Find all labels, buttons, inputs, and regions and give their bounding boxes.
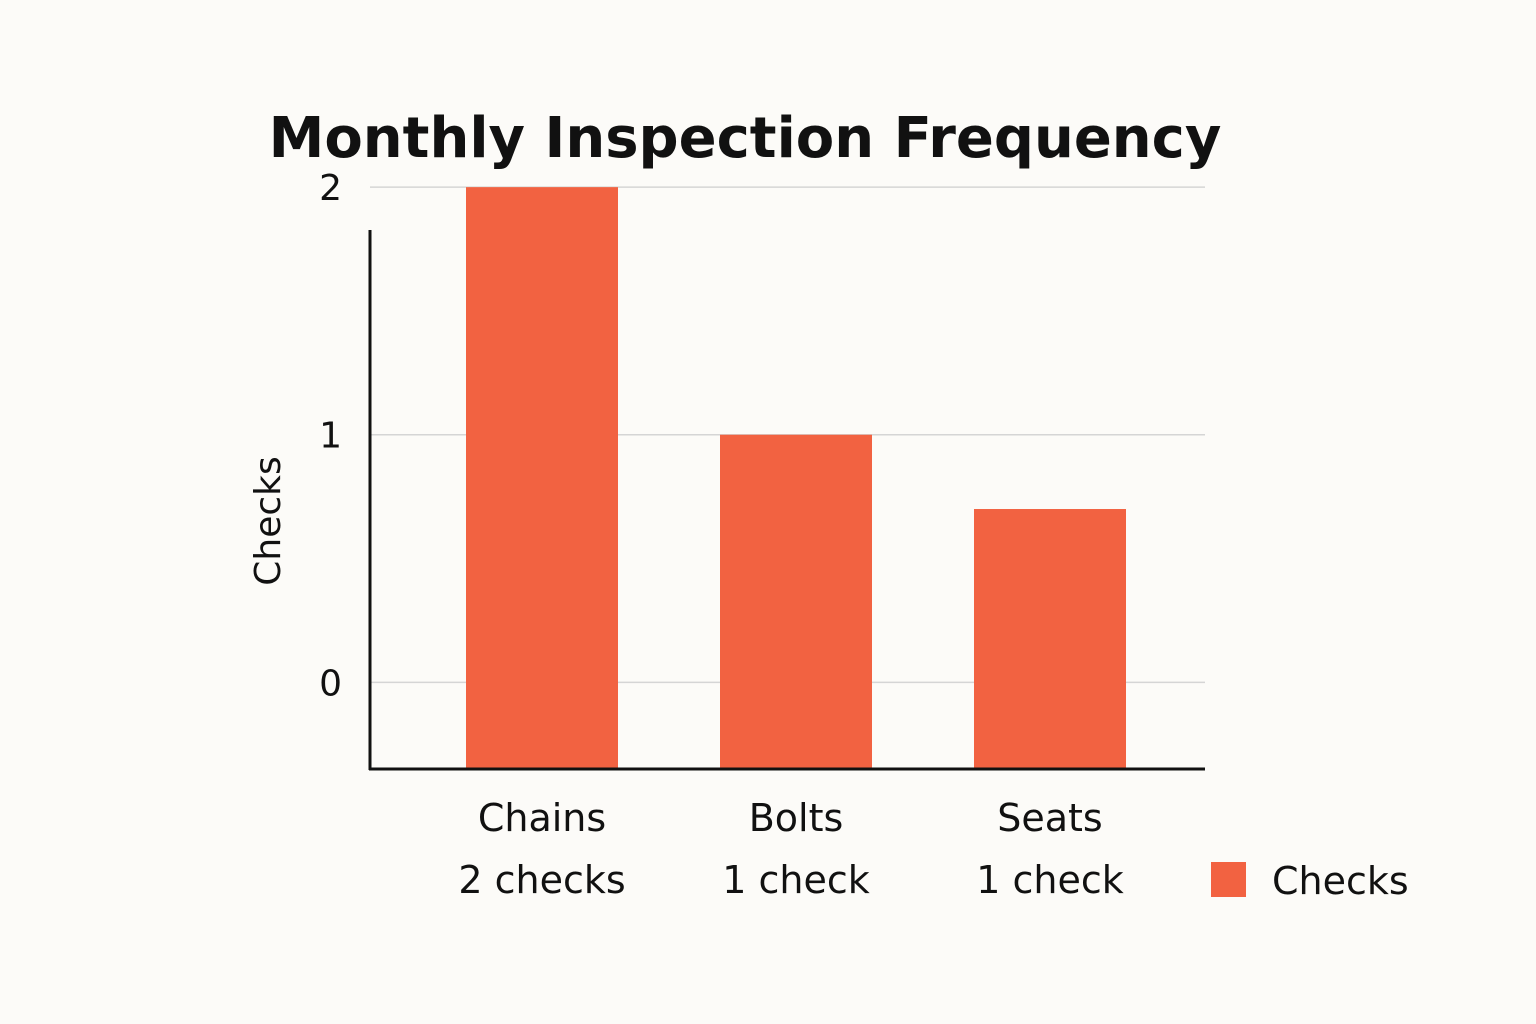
category-label-chains: Chains — [478, 796, 606, 840]
category-label-seats: Seats — [997, 796, 1102, 840]
axes — [368, 230, 1205, 771]
bar-chains — [466, 187, 618, 769]
data-label-chains: 2 checks — [458, 858, 625, 902]
bar-bolts — [720, 434, 872, 769]
y-axis-label: Checks — [248, 456, 289, 586]
bar-seats — [974, 509, 1126, 769]
category-label-bolts: Bolts — [749, 796, 844, 840]
y-tick-labels: 0 1 2 — [319, 168, 342, 704]
legend-label: Checks — [1272, 859, 1409, 903]
data-label-seats: 1 check — [976, 858, 1124, 902]
y-tick-label-2: 2 — [319, 168, 342, 209]
y-tick-label-0: 0 — [319, 663, 342, 704]
bars — [466, 187, 1126, 769]
category-labels: Chains 2 checks Bolts 1 check Seats 1 check — [458, 796, 1123, 902]
chart-title: Monthly Inspection Frequency — [269, 106, 1222, 171]
y-tick-label-1: 1 — [319, 416, 342, 457]
legend-swatch — [1211, 862, 1246, 897]
data-label-bolts: 1 check — [722, 858, 870, 902]
legend: Checks — [1211, 859, 1409, 903]
